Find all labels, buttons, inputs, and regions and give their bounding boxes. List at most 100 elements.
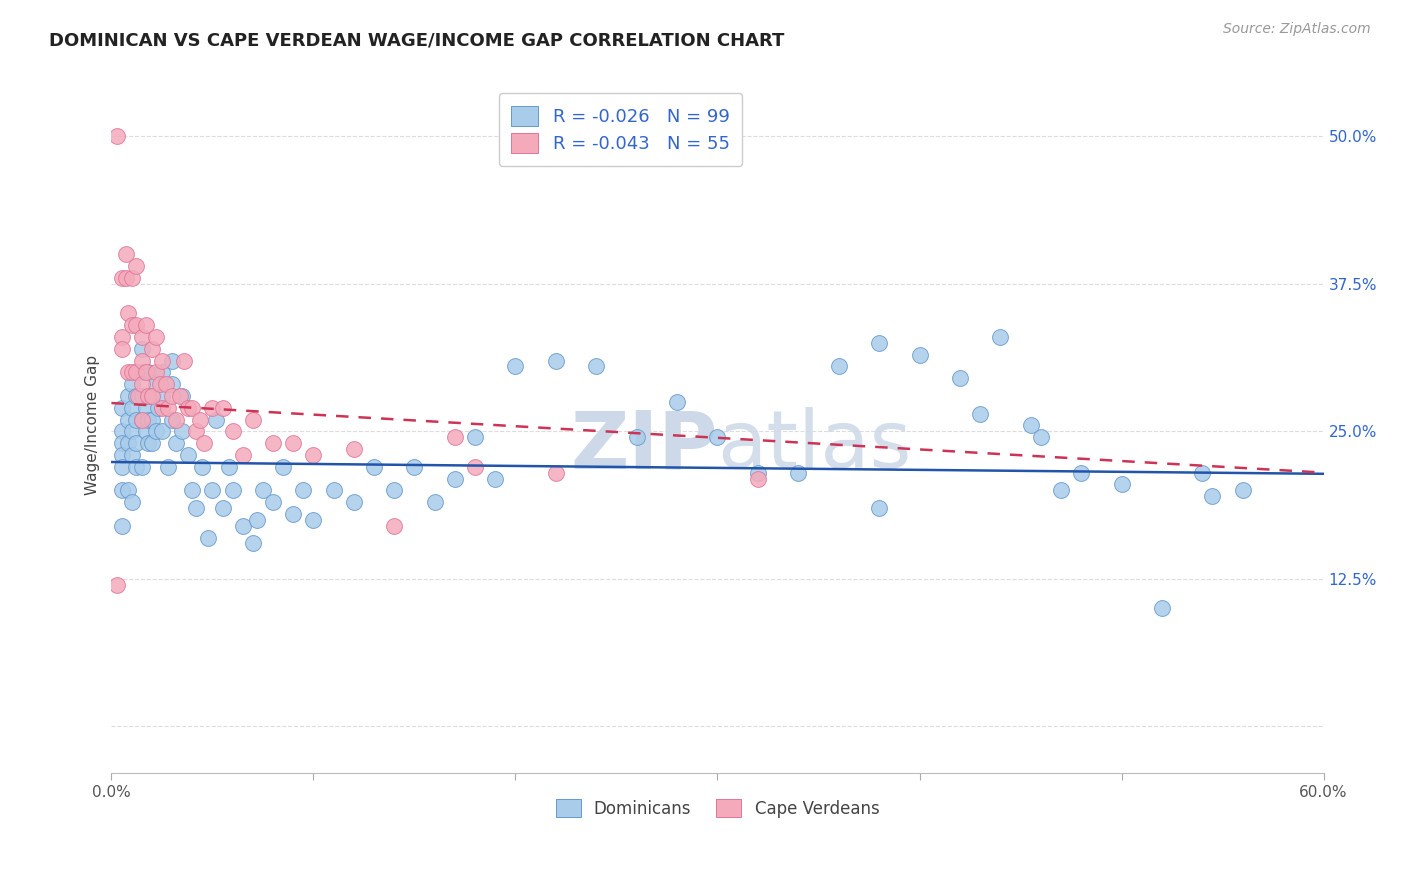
Point bbox=[117, 389, 139, 403]
Point bbox=[868, 501, 890, 516]
Point bbox=[135, 401, 157, 415]
Point bbox=[197, 531, 219, 545]
Point bbox=[110, 448, 132, 462]
Point bbox=[145, 365, 167, 379]
Point bbox=[160, 377, 183, 392]
Point bbox=[172, 389, 194, 403]
Point bbox=[191, 459, 214, 474]
Point bbox=[110, 330, 132, 344]
Point bbox=[121, 318, 143, 333]
Point bbox=[505, 359, 527, 374]
Point bbox=[343, 442, 366, 456]
Point bbox=[121, 495, 143, 509]
Point bbox=[302, 448, 325, 462]
Point bbox=[121, 448, 143, 462]
Point bbox=[382, 518, 405, 533]
Point bbox=[124, 412, 146, 426]
Point bbox=[232, 518, 254, 533]
Point bbox=[160, 389, 183, 403]
Point bbox=[146, 401, 169, 415]
Point bbox=[124, 436, 146, 450]
Point bbox=[283, 507, 305, 521]
Point bbox=[141, 389, 163, 403]
Point bbox=[114, 271, 136, 285]
Point bbox=[181, 483, 204, 498]
Point bbox=[136, 412, 159, 426]
Point bbox=[110, 436, 132, 450]
Point bbox=[444, 471, 467, 485]
Point bbox=[747, 466, 769, 480]
Point bbox=[186, 425, 208, 439]
Y-axis label: Wage/Income Gap: Wage/Income Gap bbox=[86, 355, 100, 495]
Point bbox=[110, 342, 132, 356]
Point bbox=[165, 412, 187, 426]
Point bbox=[150, 365, 173, 379]
Point bbox=[211, 401, 233, 415]
Point bbox=[1070, 466, 1092, 480]
Point bbox=[181, 401, 204, 415]
Point bbox=[626, 430, 648, 444]
Point bbox=[150, 389, 173, 403]
Point bbox=[127, 389, 149, 403]
Point bbox=[666, 394, 689, 409]
Point bbox=[221, 483, 243, 498]
Point bbox=[177, 401, 200, 415]
Point bbox=[110, 425, 132, 439]
Point bbox=[135, 365, 157, 379]
Point bbox=[117, 436, 139, 450]
Point bbox=[343, 495, 366, 509]
Point bbox=[292, 483, 315, 498]
Point bbox=[186, 501, 208, 516]
Point bbox=[136, 436, 159, 450]
Point bbox=[131, 389, 153, 403]
Point bbox=[201, 483, 224, 498]
Point bbox=[131, 412, 153, 426]
Point bbox=[141, 412, 163, 426]
Point bbox=[110, 459, 132, 474]
Point bbox=[141, 342, 163, 356]
Text: ZIP: ZIP bbox=[571, 408, 717, 485]
Point bbox=[107, 577, 129, 591]
Point bbox=[160, 353, 183, 368]
Point bbox=[423, 495, 446, 509]
Point bbox=[117, 412, 139, 426]
Point bbox=[124, 318, 146, 333]
Point bbox=[150, 425, 173, 439]
Point bbox=[145, 330, 167, 344]
Point bbox=[117, 483, 139, 498]
Point bbox=[149, 377, 172, 392]
Point bbox=[363, 459, 385, 474]
Point bbox=[484, 471, 506, 485]
Point bbox=[110, 518, 132, 533]
Point bbox=[201, 401, 224, 415]
Point bbox=[110, 271, 132, 285]
Point bbox=[124, 389, 146, 403]
Point bbox=[544, 466, 567, 480]
Point bbox=[382, 483, 405, 498]
Point bbox=[262, 436, 284, 450]
Point bbox=[131, 353, 153, 368]
Point bbox=[124, 365, 146, 379]
Point bbox=[1232, 483, 1254, 498]
Point bbox=[242, 412, 264, 426]
Point bbox=[155, 377, 177, 392]
Point bbox=[205, 412, 228, 426]
Point bbox=[124, 259, 146, 273]
Point bbox=[1111, 477, 1133, 491]
Point bbox=[136, 365, 159, 379]
Point bbox=[969, 407, 991, 421]
Point bbox=[107, 129, 129, 144]
Point bbox=[242, 536, 264, 550]
Point bbox=[131, 459, 153, 474]
Point bbox=[218, 459, 240, 474]
Point bbox=[150, 401, 173, 415]
Point bbox=[1191, 466, 1213, 480]
Point bbox=[156, 459, 179, 474]
Point bbox=[322, 483, 344, 498]
Point bbox=[302, 513, 325, 527]
Point bbox=[121, 271, 143, 285]
Point bbox=[150, 353, 173, 368]
Point bbox=[169, 389, 191, 403]
Point bbox=[747, 471, 769, 485]
Point bbox=[117, 306, 139, 320]
